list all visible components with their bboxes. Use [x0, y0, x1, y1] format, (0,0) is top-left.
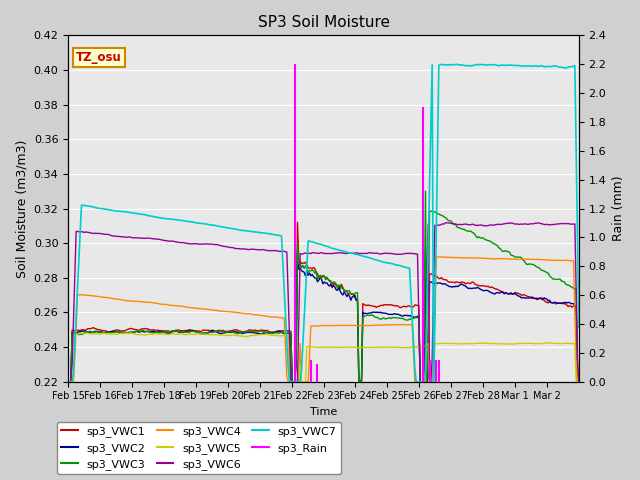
- sp3_VWC1: [64, 379, 72, 384]
- sp3_VWC1: [82, 327, 90, 333]
- sp3_VWC5: [82, 330, 90, 336]
- sp3_VWC2: [294, 249, 301, 255]
- sp3_VWC3: [572, 286, 580, 291]
- sp3_VWC7: [327, 245, 335, 251]
- sp3_VWC5: [575, 379, 582, 384]
- sp3_VWC3: [64, 379, 72, 384]
- sp3_VWC6: [428, 356, 436, 362]
- sp3_VWC3: [506, 249, 513, 255]
- X-axis label: Time: Time: [310, 407, 337, 417]
- Text: TZ_osu: TZ_osu: [76, 51, 122, 64]
- sp3_VWC6: [327, 251, 335, 256]
- Y-axis label: Rain (mm): Rain (mm): [612, 176, 625, 241]
- sp3_VWC7: [506, 62, 513, 68]
- sp3_VWC5: [83, 330, 91, 336]
- sp3_VWC7: [98, 205, 106, 211]
- Line: sp3_VWC4: sp3_VWC4: [68, 252, 579, 382]
- sp3_VWC1: [506, 291, 513, 297]
- sp3_VWC2: [506, 291, 513, 297]
- sp3_VWC7: [82, 203, 90, 208]
- sp3_VWC2: [328, 284, 336, 290]
- Line: sp3_VWC5: sp3_VWC5: [68, 333, 579, 382]
- sp3_VWC2: [575, 379, 582, 384]
- sp3_VWC7: [575, 324, 582, 330]
- sp3_VWC3: [429, 209, 437, 215]
- sp3_VWC3: [98, 329, 106, 335]
- sp3_VWC4: [429, 355, 437, 361]
- sp3_VWC6: [575, 379, 582, 384]
- Y-axis label: Soil Moisture (m3/m3): Soil Moisture (m3/m3): [15, 139, 28, 278]
- sp3_VWC3: [422, 188, 429, 194]
- sp3_VWC5: [429, 379, 437, 384]
- sp3_VWC1: [575, 379, 582, 384]
- sp3_VWC2: [572, 303, 580, 309]
- sp3_VWC3: [327, 279, 335, 285]
- sp3_VWC7: [64, 379, 72, 384]
- sp3_VWC4: [506, 256, 513, 262]
- sp3_VWC6: [572, 288, 580, 294]
- sp3_VWC4: [424, 249, 432, 255]
- sp3_VWC4: [327, 323, 335, 328]
- sp3_VWC6: [506, 220, 513, 226]
- sp3_VWC1: [98, 328, 106, 334]
- sp3_VWC4: [82, 292, 90, 298]
- sp3_VWC2: [64, 379, 72, 384]
- sp3_VWC1: [328, 285, 336, 290]
- sp3_VWC5: [328, 344, 336, 350]
- sp3_VWC6: [442, 220, 449, 226]
- sp3_VWC7: [428, 62, 436, 68]
- Legend: sp3_VWC1, sp3_VWC2, sp3_VWC3, sp3_VWC4, sp3_VWC5, sp3_VWC6, sp3_VWC7, sp3_Rain: sp3_VWC1, sp3_VWC2, sp3_VWC3, sp3_VWC4, …: [57, 422, 341, 474]
- sp3_VWC5: [506, 341, 513, 347]
- Line: sp3_VWC7: sp3_VWC7: [68, 64, 579, 382]
- sp3_VWC6: [98, 231, 106, 237]
- sp3_VWC6: [64, 379, 72, 384]
- sp3_VWC5: [99, 331, 107, 336]
- sp3_VWC4: [64, 379, 72, 384]
- sp3_VWC2: [429, 281, 437, 287]
- sp3_VWC4: [572, 359, 580, 364]
- sp3_VWC4: [575, 379, 582, 384]
- sp3_VWC3: [575, 379, 582, 384]
- sp3_VWC2: [82, 328, 90, 334]
- sp3_VWC5: [64, 379, 72, 384]
- sp3_VWC5: [572, 379, 580, 384]
- sp3_VWC1: [429, 272, 437, 278]
- sp3_VWC1: [572, 304, 580, 310]
- Line: sp3_VWC6: sp3_VWC6: [68, 223, 579, 382]
- sp3_VWC7: [454, 61, 461, 67]
- Title: SP3 Soil Moisture: SP3 Soil Moisture: [257, 15, 390, 30]
- sp3_VWC6: [82, 229, 90, 235]
- sp3_VWC1: [294, 219, 301, 225]
- sp3_VWC4: [98, 294, 106, 300]
- sp3_VWC3: [82, 329, 90, 335]
- Line: sp3_VWC1: sp3_VWC1: [68, 222, 579, 382]
- Line: sp3_VWC2: sp3_VWC2: [68, 252, 579, 382]
- Line: sp3_VWC3: sp3_VWC3: [68, 191, 579, 382]
- sp3_VWC7: [572, 150, 580, 156]
- sp3_VWC2: [98, 329, 106, 335]
